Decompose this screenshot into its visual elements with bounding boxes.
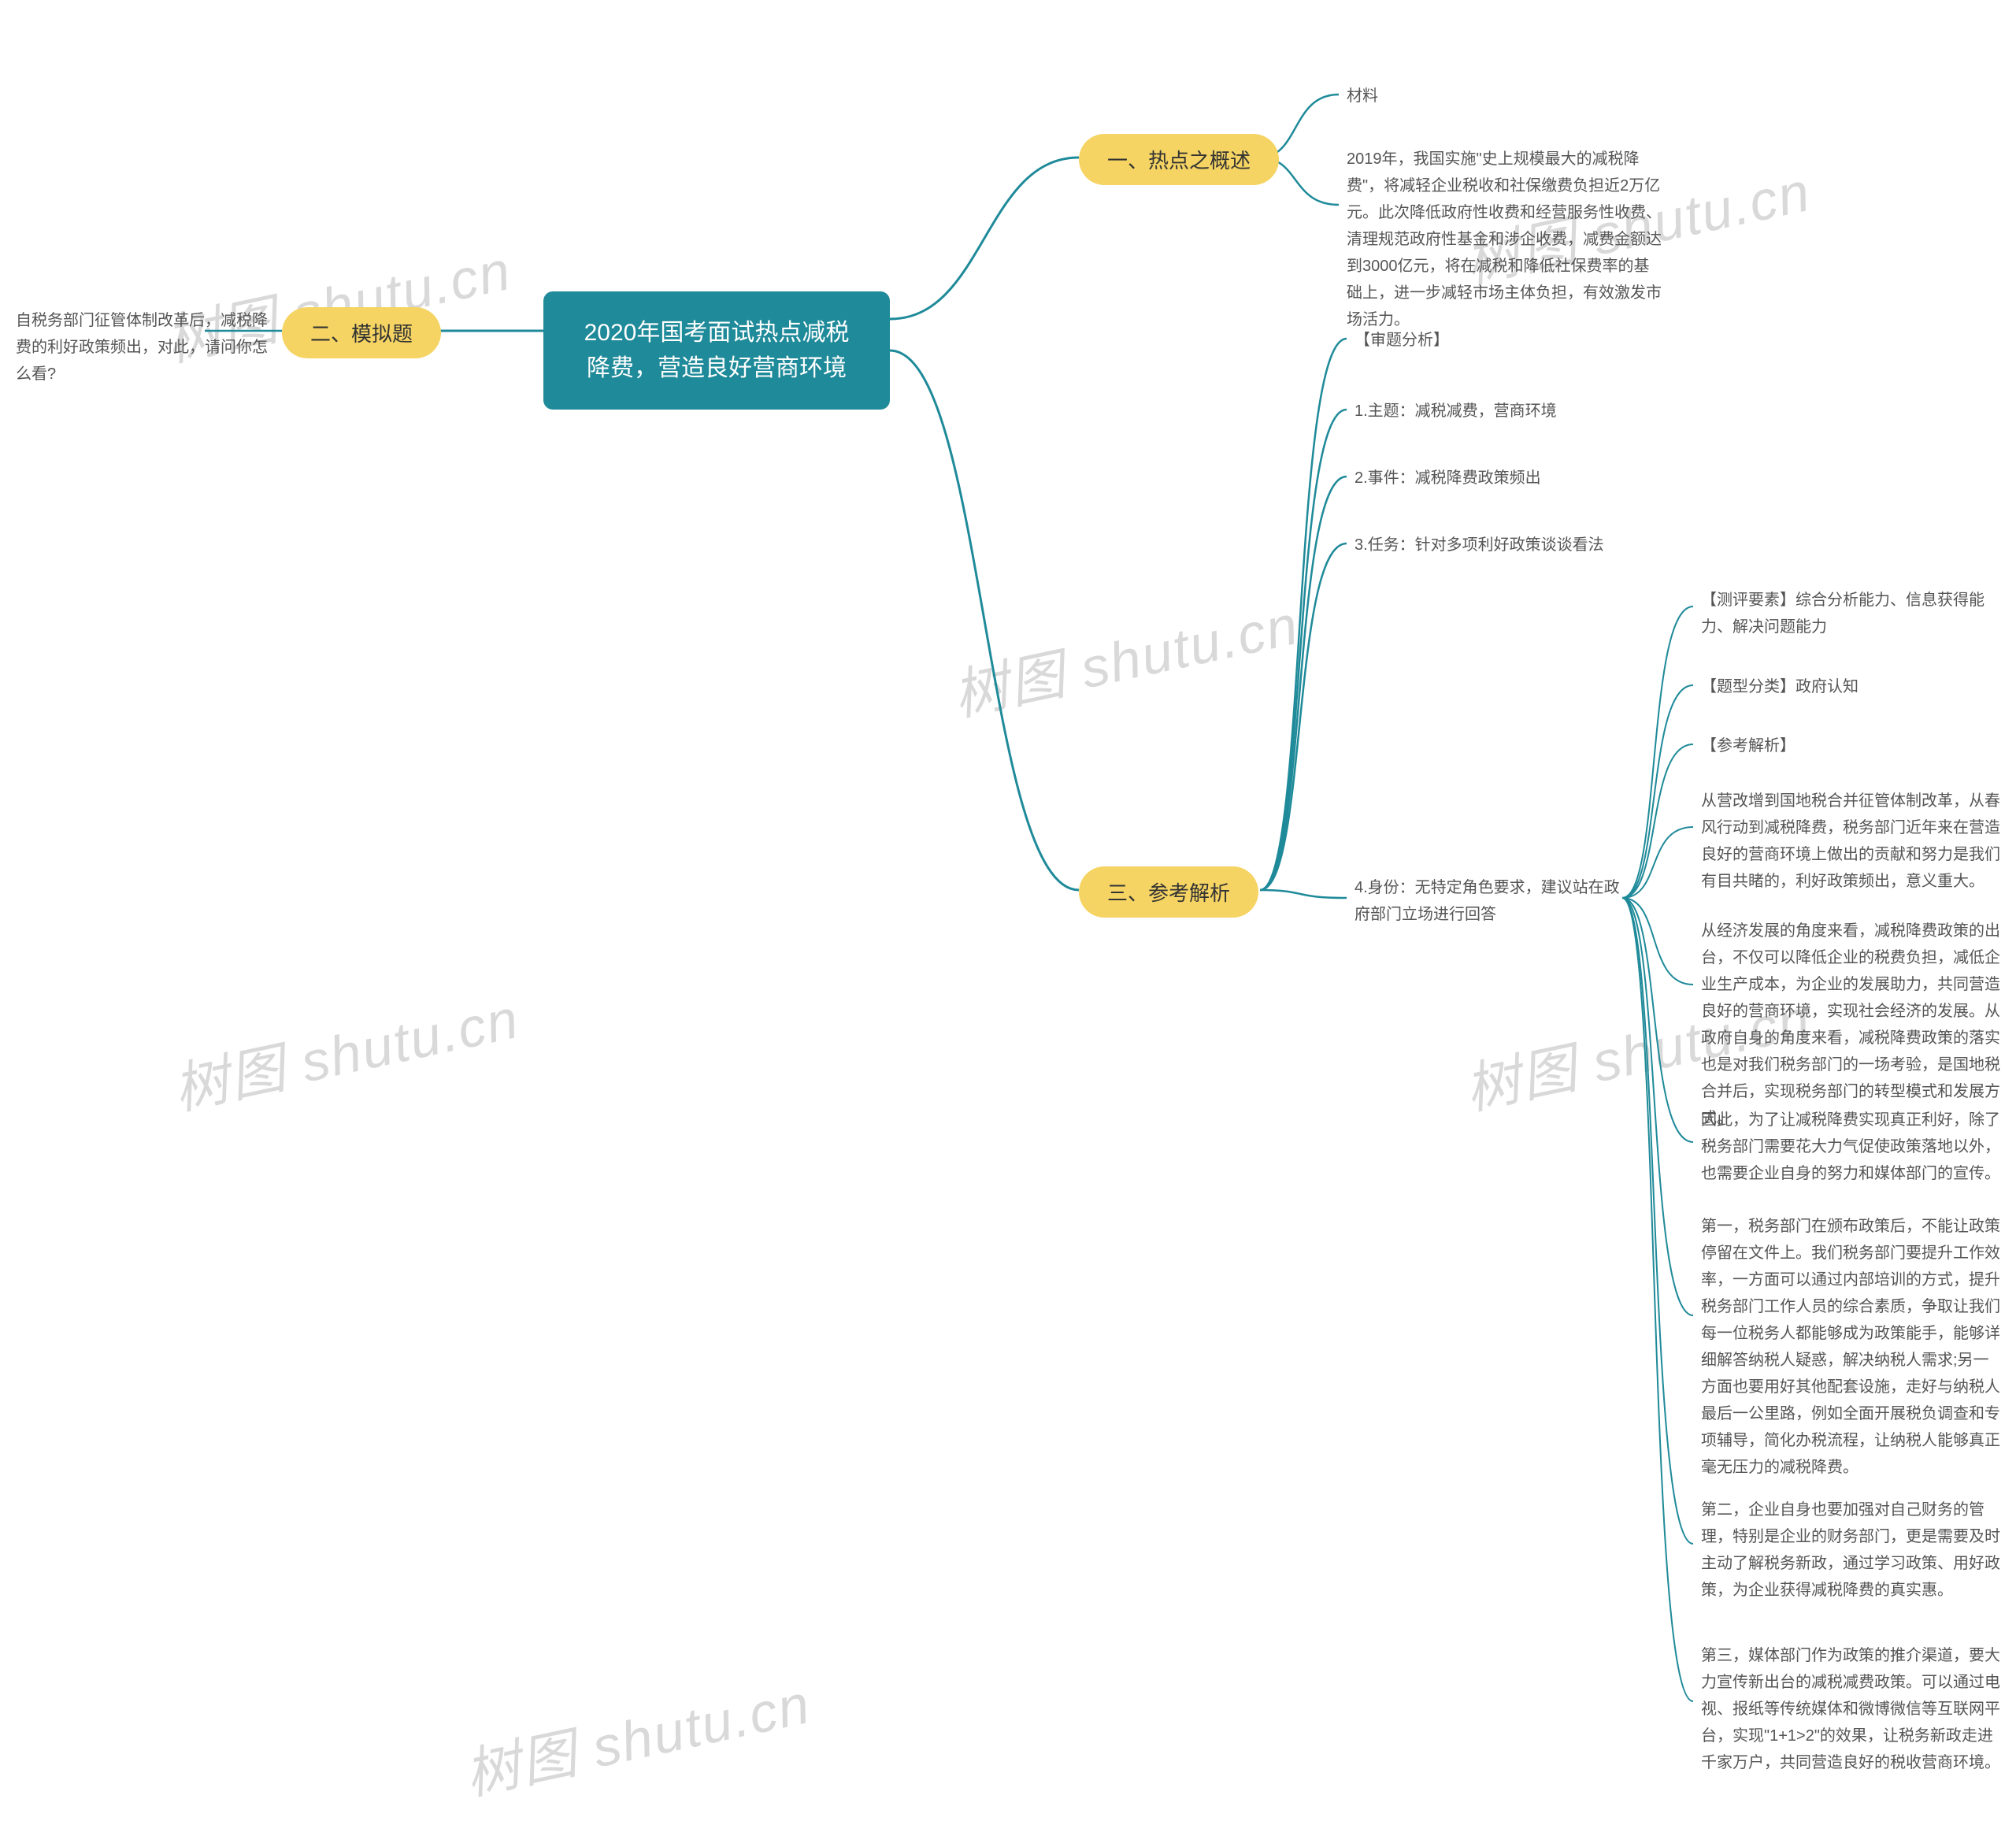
root-node: 2020年国考面试热点减税 降费，营造良好营商环境 [543, 291, 890, 410]
section3-c4-g: 第一，税务部门在颁布政策后，不能让政策停留在文件上。我们税务部门要提升工作效率，… [1701, 1213, 2000, 1481]
section3-c4-d: 从营改增到国地税合并征管体制改革，从春风行动到减税降费，税务部门近年来在营造良好… [1701, 788, 2000, 895]
section3-c3: 3.任务：针对多项利好政策谈谈看法 [1354, 532, 1604, 558]
section3-c4-e: 从经济发展的角度来看，减税降费政策的出台，不仅可以降低企业的税费负担，减低企业生… [1701, 918, 2000, 1132]
section3-c4-h: 第二，企业自身也要加强对自己财务的管理，特别是企业的财务部门，更是需要及时主动了… [1701, 1497, 2000, 1604]
section1-leaf-body: 2019年，我国实施"史上规模最大的减税降费"，将减轻企业税收和社保缴费负担近2… [1347, 146, 1662, 333]
section3-c4-a: 【测评要素】综合分析能力、信息获得能力、解决问题能力 [1701, 587, 2000, 640]
root-title-line1: 2020年国考面试热点减税 [584, 320, 850, 346]
section3-c4-i: 第三，媒体部门作为政策的推介渠道，要大力宣传新出台的减税减费政策。可以通过电视、… [1701, 1642, 2000, 1776]
section3-c2: 2.事件：减税降费政策频出 [1354, 465, 1541, 491]
section3-c4: 4.身份：无特定角色要求，建议站在政府部门立场进行回答 [1354, 874, 1622, 928]
section3-c4-b: 【题型分类】政府认知 [1701, 673, 1858, 700]
watermark: 树图 shutu.cn [165, 974, 525, 1126]
watermark: 树图 shutu.cn [945, 580, 1305, 732]
watermark: 树图 shutu.cn [457, 1660, 817, 1811]
section1-node: 一、热点之概述 [1079, 134, 1279, 185]
section1-leaf-materials: 材料 [1347, 83, 1378, 109]
section3-c0: 【审题分析】 [1354, 327, 1449, 354]
section2-leaf: 自税务部门征管体制改革后，减税降费的利好政策频出，对此，请问你怎么看? [16, 307, 276, 388]
section3-c4-c: 【参考解析】 [1701, 732, 1796, 759]
section3-c4-f: 因此，为了让减税降费实现真正利好，除了税务部门需要花大力气促使政策落地以外，也需… [1701, 1107, 2000, 1187]
section2-node: 二、模拟题 [282, 307, 441, 358]
root-title-line2: 降费，营造良好营商环境 [587, 355, 847, 381]
section3-c1: 1.主题：减税减费，营商环境 [1354, 398, 1557, 425]
section3-node: 三、参考解析 [1079, 866, 1258, 918]
